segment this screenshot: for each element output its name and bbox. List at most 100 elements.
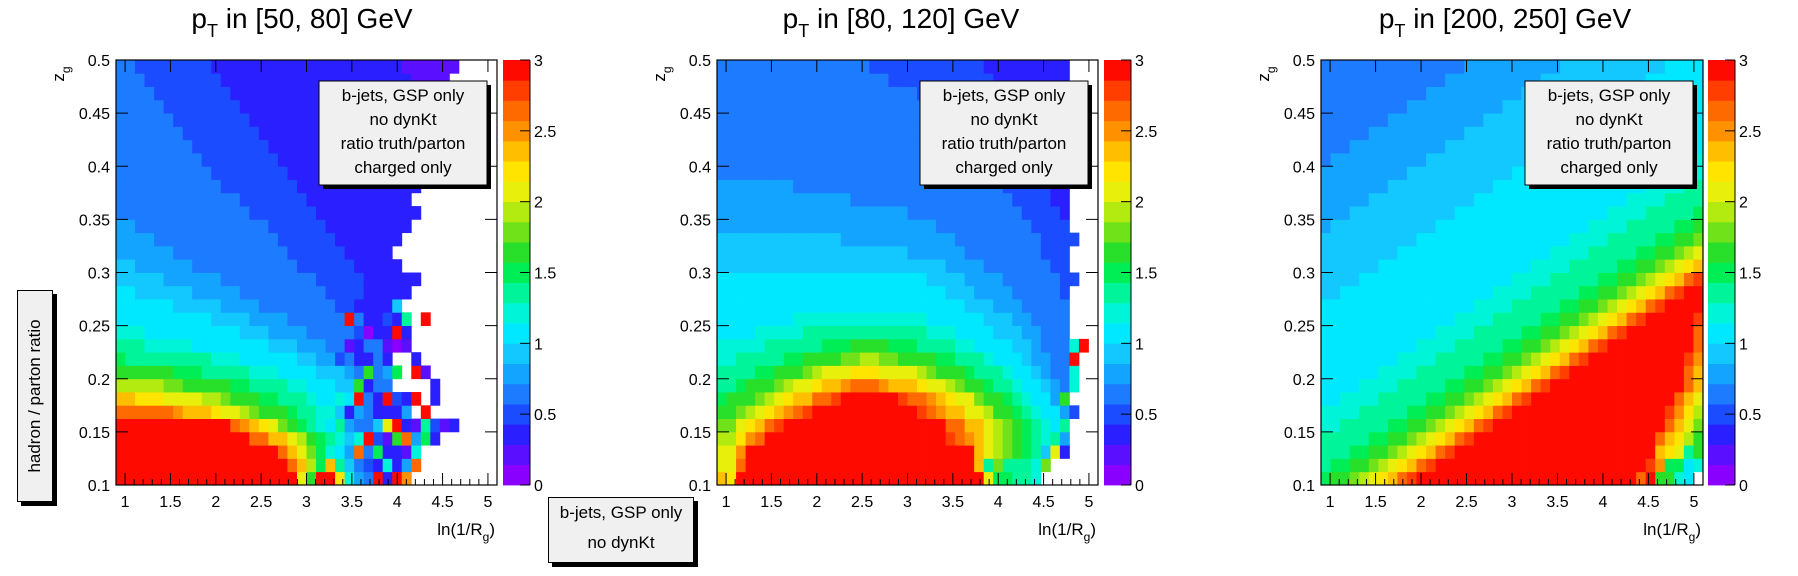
heatmap-cell bbox=[964, 338, 975, 353]
heatmap-cell bbox=[1473, 139, 1484, 154]
heatmap-cell bbox=[135, 312, 145, 327]
heatmap-cell bbox=[717, 378, 727, 393]
heatmap-cell bbox=[1445, 338, 1456, 353]
heatmap-cell bbox=[736, 232, 746, 247]
heatmap-cell bbox=[182, 272, 193, 287]
heatmap-cell bbox=[1636, 312, 1647, 327]
heatmap-cell bbox=[1454, 431, 1465, 446]
heatmap-cell bbox=[1397, 285, 1408, 300]
heatmap-cell bbox=[1040, 219, 1051, 234]
heatmap-cell bbox=[783, 60, 794, 74]
heatmap-cell bbox=[1069, 405, 1080, 419]
heatmap-cell bbox=[258, 378, 269, 393]
heatmap-cell bbox=[1588, 272, 1599, 287]
heatmap-cell bbox=[1040, 245, 1051, 260]
heatmap-cell bbox=[1645, 60, 1656, 74]
heatmap-cell bbox=[840, 392, 851, 406]
heatmap-cell bbox=[793, 471, 804, 486]
heatmap-cell bbox=[774, 471, 785, 486]
heatmap-cell bbox=[1464, 352, 1475, 366]
heatmap-cell bbox=[1683, 365, 1694, 380]
heatmap-cell bbox=[1492, 285, 1503, 300]
heatmap-cell bbox=[1473, 325, 1484, 340]
heatmap-cell bbox=[1540, 325, 1551, 340]
heatmap-cell bbox=[888, 365, 899, 380]
heatmap-cell bbox=[116, 86, 126, 101]
heatmap-cell bbox=[1588, 338, 1599, 353]
heatmap-cell bbox=[1012, 458, 1023, 473]
heatmap-cell bbox=[1483, 325, 1494, 340]
z-axis-title-text: hadron / parton ratio bbox=[25, 319, 44, 473]
heatmap-cell bbox=[230, 431, 241, 446]
heatmap-cell bbox=[125, 458, 136, 473]
heatmap-cell bbox=[220, 458, 231, 473]
heatmap-cell bbox=[1359, 418, 1370, 433]
heatmap-cell bbox=[850, 325, 861, 340]
heatmap-cell bbox=[1655, 192, 1666, 207]
heatmap-cell bbox=[783, 152, 794, 167]
heatmap-cell bbox=[1406, 458, 1417, 473]
heatmap-cell bbox=[1664, 219, 1675, 234]
heatmap-cell bbox=[1406, 99, 1417, 114]
heatmap-cell bbox=[1340, 166, 1351, 180]
color-bar-step bbox=[1104, 221, 1131, 243]
color-bar-step bbox=[503, 383, 530, 405]
heatmap-cell bbox=[382, 352, 393, 366]
heatmap-cell bbox=[964, 60, 975, 74]
heatmap-cell bbox=[1349, 192, 1360, 207]
heatmap-cell bbox=[993, 245, 1004, 260]
x-tick-label: 3 bbox=[903, 494, 912, 511]
z-tick-label: 0.5 bbox=[1135, 407, 1157, 424]
heatmap-cell bbox=[296, 325, 307, 340]
heatmap-cell bbox=[1617, 219, 1627, 234]
heatmap-cell bbox=[717, 405, 727, 419]
heatmap-cell bbox=[201, 232, 212, 247]
y-tick-label: 0.3 bbox=[689, 266, 711, 283]
heatmap-cell bbox=[1531, 192, 1542, 207]
heatmap-cell bbox=[306, 152, 317, 167]
heatmap-cell bbox=[1406, 272, 1417, 287]
y-tick-label: 0.4 bbox=[689, 159, 711, 176]
y-tick-label: 0.1 bbox=[1293, 478, 1315, 495]
heatmap-cell bbox=[211, 206, 222, 220]
heatmap-cell bbox=[1626, 365, 1637, 380]
heatmap-cell bbox=[1426, 113, 1436, 127]
y-tick-label: 0.35 bbox=[79, 212, 110, 229]
heatmap-cell bbox=[1464, 378, 1475, 393]
heatmap-cell bbox=[888, 325, 899, 340]
heatmap-cell bbox=[993, 418, 1004, 433]
heatmap-cell bbox=[1330, 431, 1341, 446]
heatmap-cell bbox=[125, 378, 136, 393]
heatmap-cell bbox=[316, 325, 326, 340]
heatmap-cell bbox=[144, 378, 155, 393]
heatmap-cell bbox=[774, 206, 785, 220]
heatmap-cell bbox=[277, 338, 288, 353]
heatmap-cell bbox=[821, 259, 832, 273]
color-bar-step bbox=[1708, 424, 1735, 445]
heatmap-cell bbox=[1340, 471, 1351, 486]
heatmap-cell bbox=[1464, 232, 1475, 247]
heatmap-cell bbox=[392, 259, 403, 273]
heatmap-cell bbox=[182, 60, 193, 74]
heatmap-cell bbox=[1445, 285, 1456, 300]
heatmap-cell bbox=[983, 365, 994, 380]
color-bar-step bbox=[1104, 181, 1131, 203]
heatmap-cell bbox=[1683, 192, 1694, 207]
heatmap-cell bbox=[878, 245, 889, 260]
heatmap-cell bbox=[1387, 338, 1398, 353]
heatmap-cell bbox=[1569, 325, 1580, 340]
heatmap-cell bbox=[1512, 99, 1522, 114]
heatmap-cell bbox=[745, 126, 756, 141]
heatmap-cell bbox=[192, 219, 203, 234]
heatmap-cell bbox=[1330, 405, 1341, 419]
heatmap-cell bbox=[1483, 272, 1494, 287]
heatmap-cell bbox=[258, 60, 269, 74]
heatmap-cell bbox=[917, 60, 927, 74]
heatmap-cell bbox=[363, 60, 374, 74]
heatmap-cell bbox=[1359, 60, 1370, 74]
heatmap-cell bbox=[983, 405, 994, 419]
heatmap-cell bbox=[182, 232, 193, 247]
z-axis-title: hadron / parton ratio bbox=[17, 290, 53, 502]
color-bar-step bbox=[1708, 60, 1735, 81]
